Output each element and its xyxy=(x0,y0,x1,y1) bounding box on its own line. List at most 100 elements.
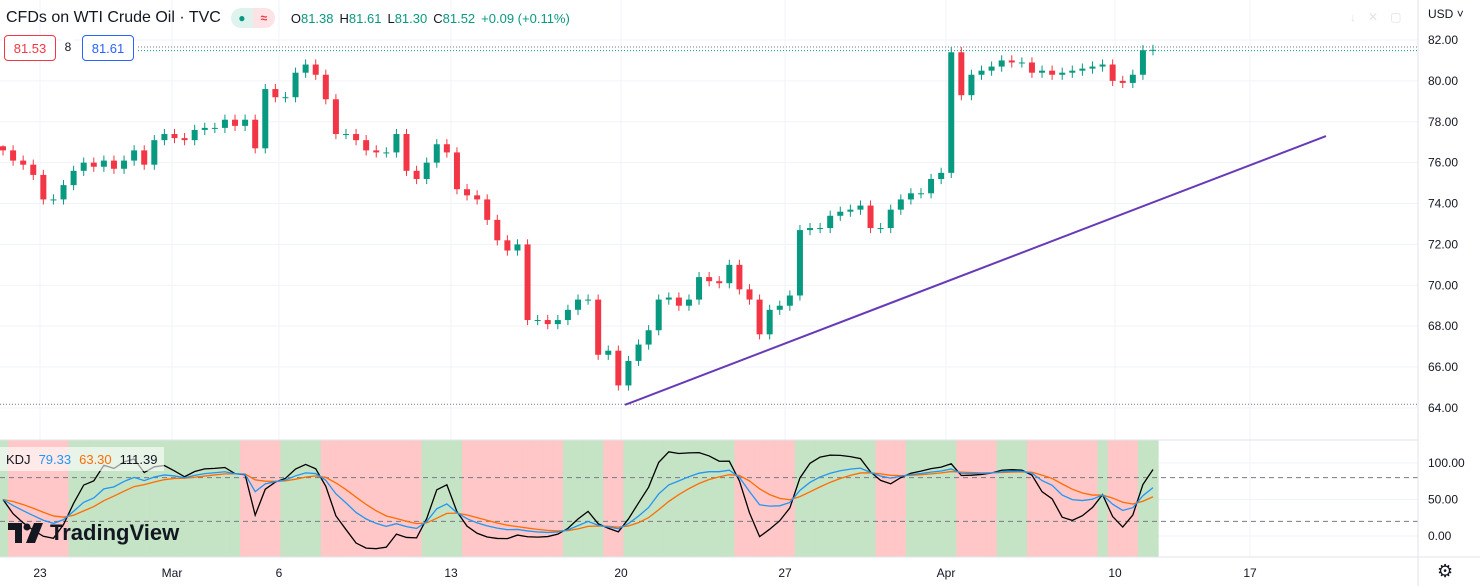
kdj-background-segment xyxy=(764,440,776,557)
candle-body xyxy=(60,185,67,200)
time-tick-label: 10 xyxy=(1108,566,1122,580)
price-tick-label: 74.00 xyxy=(1428,197,1458,211)
candle-body xyxy=(90,162,97,167)
kdj-background-segment xyxy=(411,440,423,557)
candle-body xyxy=(564,309,571,321)
candle-body xyxy=(998,60,1005,67)
kdj-background-segment xyxy=(804,440,816,557)
kdj-background-segment xyxy=(290,440,302,557)
d-line xyxy=(2,470,1154,532)
candle-body xyxy=(786,295,793,306)
candle-body xyxy=(353,134,360,141)
close-icon[interactable]: ✕ xyxy=(1368,10,1379,24)
kdj-background-segment xyxy=(8,440,19,557)
candle-body xyxy=(605,350,612,355)
kdj-background-segment xyxy=(583,440,594,557)
kdj-background-segment xyxy=(98,440,110,557)
candle-body xyxy=(968,74,975,96)
candle-body xyxy=(1018,62,1025,64)
settings-gear-icon[interactable]: ⚙ xyxy=(1437,561,1454,581)
candle-body xyxy=(342,134,349,136)
candle-body xyxy=(655,299,662,331)
arrow-down-icon[interactable]: ↓ xyxy=(1350,10,1356,24)
indicator-name[interactable]: KDJ xyxy=(6,451,31,467)
candle-body xyxy=(131,150,138,161)
kdj-background-segment xyxy=(371,440,382,557)
candle-body xyxy=(514,244,521,251)
kdj-background-segment xyxy=(310,440,322,557)
kdj-background-segment xyxy=(119,440,130,557)
price-tick-label: 68.00 xyxy=(1428,319,1458,333)
kdj-background-segment xyxy=(794,440,806,557)
candle-body xyxy=(110,160,117,169)
kdj-background-segment xyxy=(472,440,483,557)
symbol-title[interactable]: CFDs on WTI Crude Oil · TVC xyxy=(6,9,221,26)
kdj-background-segment xyxy=(1147,440,1159,557)
kdj-background-segment xyxy=(996,440,1008,557)
tradingview-logo[interactable]: TradingView xyxy=(8,520,179,546)
candle-body xyxy=(807,228,814,231)
candle-body xyxy=(575,299,581,310)
candle-body xyxy=(181,138,188,141)
change-value: +0.09 (+0.11%) xyxy=(481,10,570,26)
k-value: 79.33 xyxy=(38,451,72,467)
trend-line xyxy=(624,135,1327,406)
candle-body xyxy=(322,74,329,100)
candle-body xyxy=(716,281,723,284)
candle-body xyxy=(50,199,57,201)
kdj-background-segment xyxy=(431,440,443,557)
kdj-background-segment xyxy=(340,440,352,557)
tradingview-logo-icon xyxy=(8,523,43,543)
kdj-background-segment xyxy=(441,440,453,557)
time-tick-label: 27 xyxy=(778,566,792,580)
candle-body xyxy=(302,64,309,73)
time-tick-label: 20 xyxy=(614,566,628,580)
candle-body xyxy=(776,305,783,310)
candle-body xyxy=(332,99,339,135)
candle-body xyxy=(292,72,299,98)
candle-body xyxy=(595,299,602,355)
pane-controls: ↓ ✕ ▢ xyxy=(1350,10,1401,24)
kdj-background-segment xyxy=(754,440,766,557)
candle-body xyxy=(837,211,844,216)
sell-button[interactable]: 81.53 xyxy=(4,35,56,61)
candle-body xyxy=(393,134,400,153)
kdj-background-segment xyxy=(250,440,261,557)
kdj-background-segment xyxy=(926,440,937,557)
kdj-background-segment xyxy=(28,440,39,557)
kdj-background-segment xyxy=(613,440,624,557)
candle-body xyxy=(1109,64,1116,81)
candle-body xyxy=(443,144,450,153)
logo-text: TradingView xyxy=(50,520,180,545)
candle-body xyxy=(1089,66,1096,69)
candle-body xyxy=(171,134,178,139)
price-tick-label: 78.00 xyxy=(1428,115,1458,129)
kdj-background-segment xyxy=(502,440,514,557)
buy-button[interactable]: 81.61 xyxy=(82,35,134,61)
kdj-background-segment xyxy=(78,440,90,557)
kdj-background-segment xyxy=(1117,440,1129,557)
candle-body xyxy=(373,150,380,153)
kdj-background-segment xyxy=(129,440,140,557)
kdj-background-segment xyxy=(946,440,957,557)
candle-body xyxy=(494,219,501,241)
kdj-background-segment xyxy=(593,440,604,557)
kdj-background-segment xyxy=(330,440,342,557)
candle-body xyxy=(625,360,632,386)
price-tick-label: 64.00 xyxy=(1428,401,1458,415)
kdj-background-segment xyxy=(0,440,9,557)
candle-body xyxy=(141,150,148,165)
currency-dropdown[interactable]: USD ˅ xyxy=(1428,7,1464,21)
candle-body xyxy=(635,344,642,361)
candle-body xyxy=(211,127,218,129)
kdj-background-segment xyxy=(240,440,251,557)
kdj-background-segment xyxy=(58,440,70,557)
maximize-icon[interactable]: ▢ xyxy=(1390,10,1402,24)
kdj-background-segment xyxy=(825,440,836,557)
j-value: 111.39 xyxy=(119,451,158,467)
kdj-background-segment xyxy=(815,440,826,557)
candle-body xyxy=(474,195,481,200)
kdj-background-segment xyxy=(875,440,887,557)
status-badge[interactable]: ● ≈ xyxy=(230,8,275,28)
